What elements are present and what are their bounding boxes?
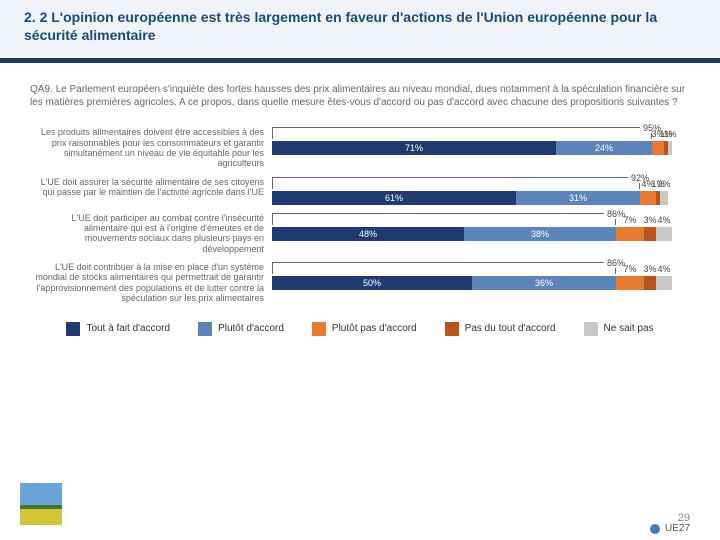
title-band: 2. 2 L'opinion européenne est très large… [0,0,720,56]
ue27-label: UE27 [665,523,690,534]
ue27-dot-icon [650,524,660,534]
legend-swatch [198,322,212,336]
bracket [272,213,616,225]
row-label: Les produits alimentaires doivent être a… [30,127,272,168]
bar-segment: 4% [656,276,672,290]
page-number: 29 [678,512,690,524]
bar-segment: 38% [464,227,616,241]
bar-segment: 24% [556,141,652,155]
row-bars: 95%71%24%3%1%1% [272,127,690,155]
legend-label: Tout à fait d'accord [86,323,170,334]
segment-pct: 7% [623,215,636,225]
chart-row: Les produits alimentaires doivent être a… [30,127,690,168]
segment-pct: 31% [569,193,587,203]
bar-wrap: 48% 38% 7%3%4% [272,227,690,241]
bar-segment: 3% [644,227,656,241]
bar-segment: 3% [652,141,664,155]
bar-segment: 71% [272,141,556,155]
segment-pct: 38% [531,229,549,239]
bar-segment: 2% [660,191,668,205]
legend-label: Plutôt d'accord [218,323,284,334]
bar-segment: 31% [516,191,640,205]
row-bars: 86%50%36%7%3%4% [272,262,690,290]
legend-item: Tout à fait d'accord [66,322,170,336]
bar-segment: 7% [616,276,644,290]
segment-pct: 36% [535,278,553,288]
segment-pct: 1% [663,129,676,139]
bracket [272,262,616,274]
segment-pct: 61% [385,193,403,203]
row-label: L'UE doit contribuer à la mise en place … [30,262,272,303]
segment-pct: 48% [359,229,377,239]
legend-item: Ne sait pas [584,322,654,336]
legend-swatch [66,322,80,336]
bar-segment: 7% [616,227,644,241]
bar-segment: 4% [640,191,656,205]
row-bars: 86%48%38%7%3%4% [272,213,690,241]
bar-wrap: 71%24%3%1%1% [272,141,690,155]
row-bars: 92%61%31%4%1%2% [272,177,690,205]
segment-pct: 24% [595,143,613,153]
bracket [272,127,652,139]
footer-landscape-icon [20,483,62,525]
bar-segment: 61% [272,191,516,205]
bar-wrap: 50% 36% 7%3%4% [272,276,690,290]
legend-label: Ne sait pas [604,323,654,334]
chart-area: QA9. Le Parlement européen s'inquiète de… [0,63,720,345]
chart-row: L'UE doit participer au combat contre l'… [30,213,690,254]
bar-segment: 48% [272,227,464,241]
row-label: L'UE doit assurer la sécurité alimentair… [30,177,272,198]
segment-pct: 50% [363,278,381,288]
segment-pct: 4% [657,264,670,274]
segment-pct: 3% [643,264,656,274]
segment-pct: 4% [657,215,670,225]
bracket [272,177,640,189]
legend-item: Plutôt d'accord [198,322,284,336]
segment-pct: 3% [643,215,656,225]
legend-label: Plutôt pas d'accord [332,323,417,334]
legend-item: Pas du tout d'accord [445,322,556,336]
segment-pct: 7% [623,264,636,274]
legend-item: Plutôt pas d'accord [312,322,417,336]
legend-label: Pas du tout d'accord [465,323,556,334]
segment-pct: 2% [657,179,670,189]
question-text: QA9. Le Parlement européen s'inquiète de… [30,83,690,109]
legend: Tout à fait d'accord Plutôt d'accord Plutô… [30,322,690,336]
bar-segment: 3% [644,276,656,290]
row-label: L'UE doit participer au combat contre l'… [30,213,272,254]
legend-swatch [584,322,598,336]
segment-pct: 71% [405,143,423,153]
legend-swatch [445,322,459,336]
bar-segment: 36% [472,276,616,290]
bar-wrap: 61%31%4%1%2% [272,191,690,205]
bar-segment: 4% [656,227,672,241]
page-title: 2. 2 L'opinion européenne est très large… [24,8,696,44]
bar-segment: 50% [272,276,472,290]
bar-segment: 1% [668,141,672,155]
chart-row: L'UE doit contribuer à la mise en place … [30,262,690,303]
chart-row: L'UE doit assurer la sécurité alimentair… [30,177,690,205]
ue27-badge: UE27 [650,523,690,534]
legend-swatch [312,322,326,336]
